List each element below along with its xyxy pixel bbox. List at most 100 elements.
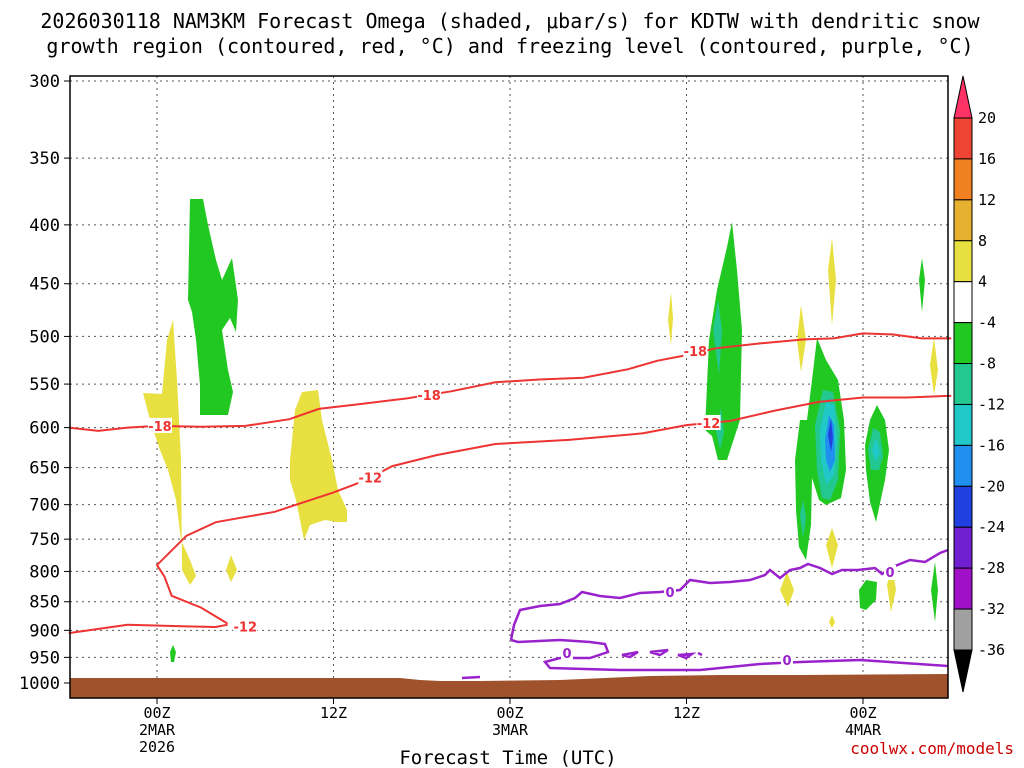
colorbar-segment (953, 608, 973, 651)
colorbar-label: 12 (978, 191, 996, 209)
colorbar-label: -12 (978, 395, 1005, 413)
colorbar-segment (953, 281, 973, 324)
y-tick-label: 600 (29, 419, 60, 439)
dgz-minus18-contour (68, 332, 952, 432)
colorbar-segment (953, 403, 973, 446)
y-tick-label: 1000 (19, 674, 60, 694)
omega-extreme-negative-region (828, 418, 833, 452)
omega-strong-negative-region (713, 300, 722, 375)
y-tick-label: 550 (29, 375, 60, 395)
y-tick-label: 700 (29, 496, 60, 516)
omega-negative-region (931, 562, 938, 622)
colorbar-label: 16 (978, 150, 996, 168)
freezing-label: 0 (665, 586, 674, 601)
colorbar-label: -32 (978, 600, 1005, 618)
dgz-contour-label: -12 (696, 414, 721, 432)
omega-positive-region (226, 555, 237, 582)
dgz-contour-label: -18 (683, 343, 708, 360)
y-tick-label: 750 (29, 530, 60, 550)
y-tick-label: 500 (29, 327, 60, 347)
x-tick-label: 12Z (673, 704, 700, 722)
dgz-contour-label-text: -12 (359, 472, 383, 487)
colorbar-segment (953, 240, 973, 283)
dgz-contour-label-text: -12 (234, 620, 258, 635)
chart-title-line-1: 2026030118 NAM3KM Forecast Omega (shaded… (40, 9, 980, 33)
colorbar-label: 8 (978, 232, 987, 250)
colorbar-label: -28 (978, 559, 1005, 577)
colorbar-segment (953, 199, 973, 242)
dgz-contour-label: -12 (233, 618, 258, 635)
omega-positive-region (290, 390, 347, 540)
freezing-level-contour (510, 638, 949, 672)
omega-shading (143, 199, 938, 662)
x-tick-label: 3MAR (492, 721, 529, 739)
colorbar-label: 20 (978, 109, 996, 127)
x-axis-label: Forecast Time (UTC) (399, 747, 616, 768)
x-tick-label: 4MAR (845, 721, 882, 739)
colorbar-label: 4 (978, 273, 987, 291)
colorbar-segment (953, 158, 973, 201)
dgz-contour-label: -18 (147, 417, 172, 435)
colorbar-segment (953, 567, 973, 610)
y-tick-label: 450 (29, 275, 60, 295)
y-tick-label: 850 (29, 593, 60, 613)
omega-positive-region (826, 528, 838, 568)
y-tick-label: 250 (29, 0, 60, 1)
colorbar-segment (953, 444, 973, 487)
dgz-minus12-contour-lower (68, 623, 228, 635)
dgz-contour-label: -12 (358, 469, 383, 487)
y-tick-label: 300 (29, 72, 60, 92)
y-tick-label: 400 (29, 216, 60, 236)
y-tick-label: 350 (29, 149, 60, 169)
colorbar-label: -24 (978, 518, 1005, 536)
colorbar-label: -8 (978, 355, 996, 373)
contour-label: 0 (561, 646, 573, 662)
contour-label: 0 (781, 653, 793, 669)
x-tick-label: 00Z (849, 704, 876, 722)
colorbar-bottom-arrow (953, 649, 973, 693)
dgz-contour-label-text: -18 (684, 345, 708, 360)
surface-terrain (70, 674, 948, 698)
colorbar-label: -4 (978, 314, 996, 332)
y-tick-label: 800 (29, 562, 60, 582)
colorbar-segment (953, 363, 973, 405)
x-tick-label: 2MAR (139, 721, 176, 739)
freezing-label: 0 (562, 647, 571, 662)
omega-positive-region (797, 305, 806, 372)
colorbar-label: -16 (978, 436, 1005, 454)
y-tick-label: 900 (29, 621, 60, 641)
omega-strong-negative-region (800, 500, 806, 538)
y-tick-label: 950 (29, 648, 60, 668)
x-tick-label: 00Z (496, 704, 523, 722)
dgz-contour-label-text: -12 (697, 417, 721, 432)
colorbar-top-arrow (953, 75, 973, 119)
freezing-label: 0 (885, 566, 894, 581)
freezing-level-contour (461, 675, 481, 680)
colorbar-label: -20 (978, 477, 1005, 495)
plot-area: 0 0 0 0 -18 -18 -18 -12 -12 -12 (68, 76, 952, 698)
colorbar-segment (953, 117, 973, 160)
omega-negative-region (859, 580, 877, 610)
freezing-level-contour (621, 648, 703, 660)
y-axis: 250 300 350 400 450 500 550 600 650 700 750 800 850 9… (19, 0, 70, 694)
colorbar-segment (953, 322, 973, 365)
dgz-contour-label: -18 (417, 386, 442, 404)
x-tick-label: 00Z (143, 704, 170, 722)
omega-positive-region (828, 238, 836, 325)
plot-frame (69, 75, 949, 699)
colorbar-label: -36 (978, 641, 1005, 659)
omega-positive-region (780, 572, 794, 607)
colorbar-segment (953, 485, 973, 528)
colorbar: 20 16 12 8 4 -4 -8 -12 -16 -20 -24 -28 -32 -36 (953, 75, 1005, 693)
contour-label: 0 (884, 565, 896, 581)
contours: 0 0 0 0 -18 -18 -18 -12 -12 -12 (68, 332, 952, 680)
omega-negative-region (170, 645, 176, 662)
omega-negative-region (188, 199, 238, 415)
gridlines (70, 76, 948, 698)
omega-positive-region (930, 338, 938, 395)
y-tick-label: 650 (29, 459, 60, 479)
dgz-contour-labels: -18 -18 -18 -12 -12 -12 (147, 343, 721, 635)
omega-negative-region (705, 222, 742, 460)
